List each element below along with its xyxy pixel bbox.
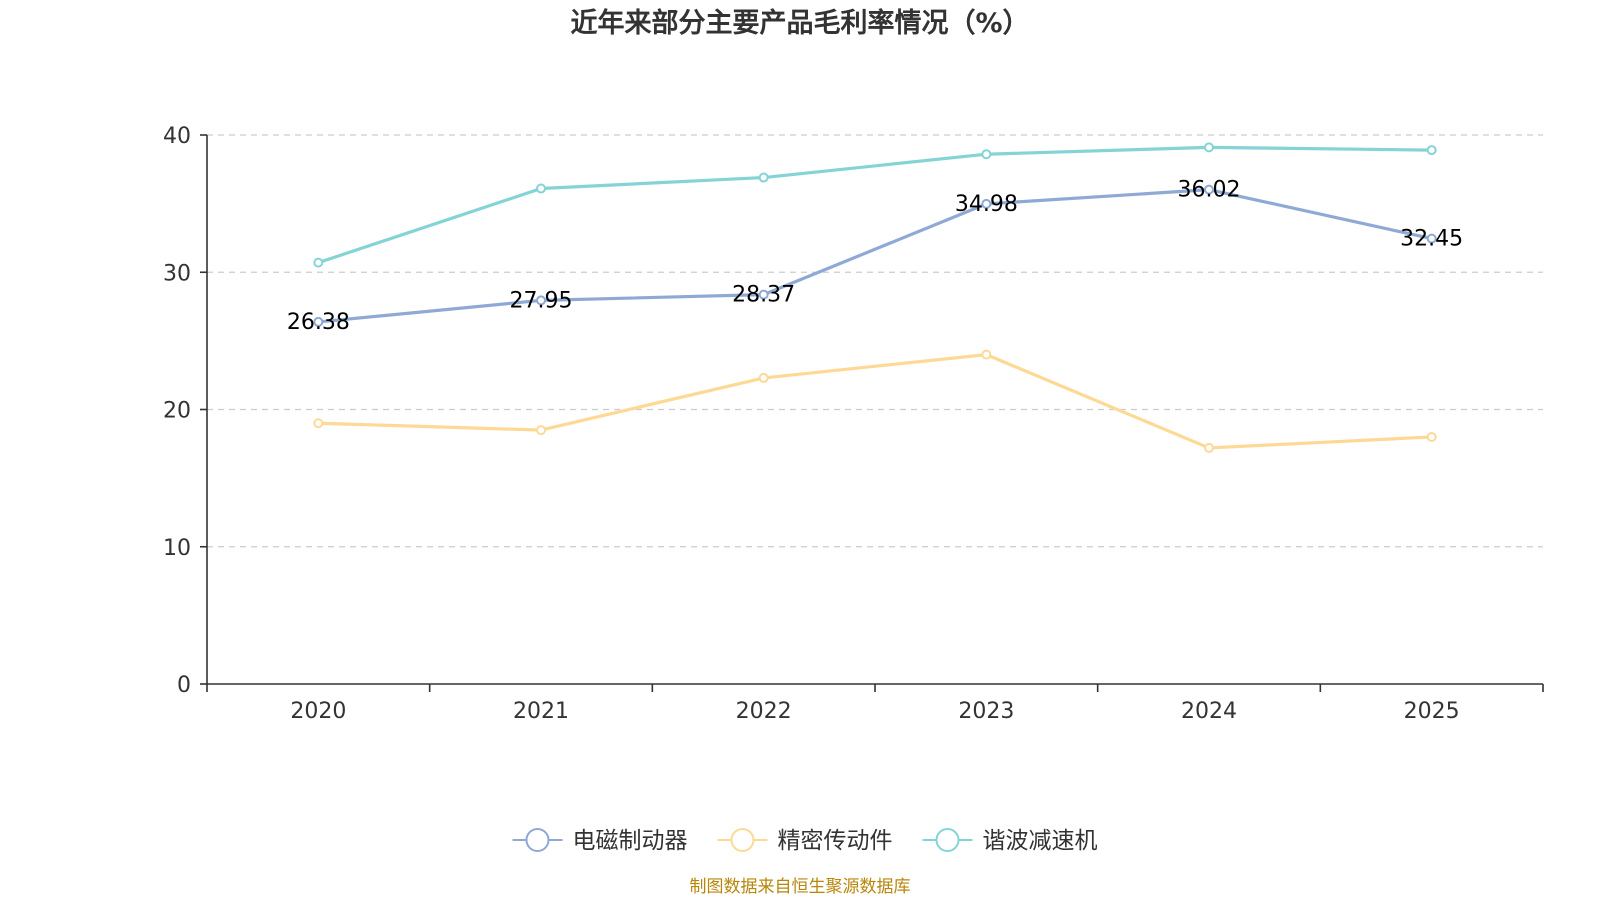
data-label: 32.45 bbox=[1400, 227, 1463, 252]
grid-lines bbox=[207, 134, 1543, 548]
series-line bbox=[316, 188, 1434, 324]
data-point[interactable] bbox=[1426, 145, 1437, 156]
y-tick-label: 20 bbox=[163, 399, 191, 424]
data-point[interactable] bbox=[981, 198, 992, 209]
legend-item-3[interactable]: 谐波减速机 bbox=[922, 828, 1098, 854]
legend-circle-icon bbox=[935, 828, 960, 852]
data-point[interactable] bbox=[1426, 233, 1437, 244]
data-point[interactable] bbox=[981, 149, 992, 160]
legend-circle-icon bbox=[525, 828, 550, 852]
data-labels: 26.38 27.95 28.37 34.98 36.02 32.45 bbox=[287, 178, 1463, 335]
x-tick-label-2022: 2022 bbox=[736, 699, 792, 724]
series-2 bbox=[313, 349, 1437, 453]
data-point[interactable] bbox=[313, 418, 324, 429]
legend-item-1[interactable]: 电磁制动器 bbox=[512, 828, 688, 854]
y-tick-label: 10 bbox=[163, 536, 191, 561]
data-point[interactable] bbox=[1426, 431, 1437, 442]
data-point[interactable] bbox=[1204, 184, 1214, 195]
y-tick-label: 0 bbox=[177, 673, 191, 698]
x-tick-label-2021: 2021 bbox=[513, 699, 569, 724]
data-point[interactable] bbox=[313, 316, 324, 327]
series-line bbox=[316, 353, 1434, 450]
data-point[interactable] bbox=[1204, 442, 1214, 453]
series-3 bbox=[313, 142, 1437, 268]
series-1 bbox=[313, 184, 1437, 327]
x-tick-label-2023: 2023 bbox=[958, 699, 1014, 724]
x-tick-label-2025: 2025 bbox=[1404, 699, 1460, 724]
legend-circle-icon bbox=[730, 828, 755, 852]
data-label: 26.38 bbox=[287, 310, 350, 335]
data-point[interactable] bbox=[1204, 142, 1214, 153]
legend-label: 精密传动件 bbox=[778, 828, 893, 854]
data-point[interactable] bbox=[536, 295, 546, 306]
y-tick-label: 30 bbox=[163, 261, 191, 286]
data-point[interactable] bbox=[313, 257, 324, 268]
data-point[interactable] bbox=[536, 183, 546, 194]
data-label: 34.98 bbox=[955, 192, 1018, 217]
x-tick-label-2024: 2024 bbox=[1181, 699, 1237, 724]
source-note: 制图数据来自恒生聚源数据库 bbox=[690, 877, 911, 897]
data-point[interactable] bbox=[758, 289, 769, 300]
data-label: 28.37 bbox=[732, 283, 795, 308]
data-point[interactable] bbox=[981, 349, 992, 360]
legend-label: 电磁制动器 bbox=[573, 828, 688, 854]
data-point[interactable] bbox=[758, 372, 769, 383]
data-point[interactable] bbox=[758, 172, 769, 183]
data-label: 27.95 bbox=[510, 288, 573, 313]
series-lines bbox=[313, 142, 1437, 453]
series-line bbox=[316, 145, 1434, 265]
x-tick-label-2020: 2020 bbox=[290, 699, 346, 724]
data-point[interactable] bbox=[536, 425, 546, 436]
chart-title: 近年来部分主要产品毛利率情况（%） bbox=[570, 7, 1029, 39]
data-label: 36.02 bbox=[1178, 178, 1241, 203]
legend[interactable]: 电磁制动器 精密传动件 谐波减速机 bbox=[512, 828, 1098, 854]
legend-item-2[interactable]: 精密传动件 bbox=[717, 828, 893, 854]
y-tick-label: 40 bbox=[163, 124, 191, 149]
axes: 0 10 20 30 40 2020 2021 2022 2023 2024 2025 bbox=[163, 124, 1544, 724]
legend-label: 谐波减速机 bbox=[983, 828, 1098, 854]
